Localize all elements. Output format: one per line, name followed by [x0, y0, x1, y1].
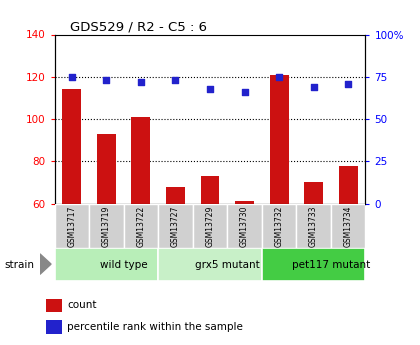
- Bar: [89, 204, 123, 248]
- Text: GSM13734: GSM13734: [344, 205, 353, 247]
- Text: GSM13730: GSM13730: [240, 205, 249, 247]
- Bar: [166, 187, 185, 204]
- Point: [68, 74, 75, 80]
- Text: GDS529 / R2 - C5 : 6: GDS529 / R2 - C5 : 6: [70, 20, 207, 33]
- Bar: [123, 204, 158, 248]
- Text: GSM13732: GSM13732: [275, 205, 284, 247]
- Bar: [200, 176, 220, 204]
- Bar: [193, 204, 227, 248]
- Bar: [262, 204, 297, 248]
- Bar: [158, 248, 262, 281]
- Point: [172, 77, 179, 83]
- Text: count: count: [67, 300, 97, 310]
- Text: GSM13727: GSM13727: [171, 205, 180, 247]
- Bar: [97, 134, 116, 204]
- Bar: [331, 204, 365, 248]
- Text: percentile rank within the sample: percentile rank within the sample: [67, 322, 243, 332]
- Bar: [297, 204, 331, 248]
- Text: pet117 mutant: pet117 mutant: [292, 260, 370, 270]
- Bar: [262, 248, 365, 281]
- Bar: [339, 166, 357, 204]
- Bar: [158, 204, 193, 248]
- Bar: [46, 299, 62, 312]
- Point: [276, 74, 282, 80]
- Bar: [63, 89, 81, 204]
- Bar: [304, 183, 323, 204]
- Text: GSM13729: GSM13729: [205, 205, 215, 247]
- Point: [345, 81, 352, 86]
- Text: wild type: wild type: [100, 260, 147, 270]
- Point: [310, 84, 317, 90]
- Bar: [55, 204, 89, 248]
- Bar: [235, 201, 254, 204]
- Text: GSM13719: GSM13719: [102, 205, 111, 247]
- Bar: [55, 248, 158, 281]
- Text: grx5 mutant: grx5 mutant: [195, 260, 260, 270]
- Bar: [270, 75, 289, 204]
- Point: [138, 79, 144, 85]
- Point: [241, 89, 248, 95]
- Point: [103, 77, 110, 83]
- Text: GSM13733: GSM13733: [309, 205, 318, 247]
- Text: strain: strain: [4, 260, 34, 270]
- Polygon shape: [40, 254, 51, 274]
- Bar: [227, 204, 262, 248]
- Bar: [46, 320, 62, 334]
- Bar: [131, 117, 150, 204]
- Point: [207, 86, 213, 91]
- Text: GSM13722: GSM13722: [136, 205, 145, 247]
- Text: GSM13717: GSM13717: [67, 205, 76, 247]
